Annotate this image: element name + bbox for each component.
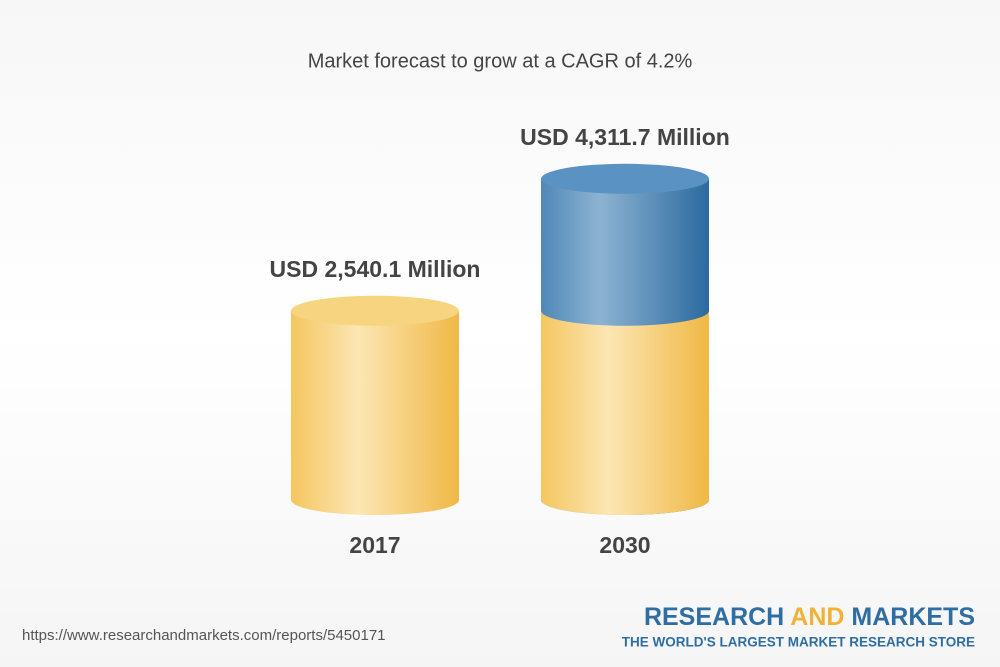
- value-label: USD 4,311.7 Million: [520, 124, 730, 150]
- logo-tagline: THE WORLD'S LARGEST MARKET RESEARCH STOR…: [622, 635, 975, 650]
- cylinder-top: [541, 163, 709, 194]
- chart-title: Market forecast to grow at a CAGR of 4.2…: [308, 50, 693, 72]
- logo-word: AND: [790, 603, 844, 631]
- source-url: https://www.researchandmarkets.com/repor…: [22, 627, 386, 644]
- base-segment: [541, 310, 709, 515]
- value-label: USD 2,540.1 Million: [270, 256, 481, 282]
- category-label: 2017: [349, 532, 400, 558]
- logo-word: RESEARCH: [644, 603, 784, 631]
- cylinder-top: [291, 295, 459, 326]
- logo-word: MARKETS: [851, 603, 975, 631]
- logo: RESEARCH AND MARKETS: [644, 603, 975, 631]
- cylinder: [291, 310, 459, 515]
- category-label: 2030: [599, 532, 650, 558]
